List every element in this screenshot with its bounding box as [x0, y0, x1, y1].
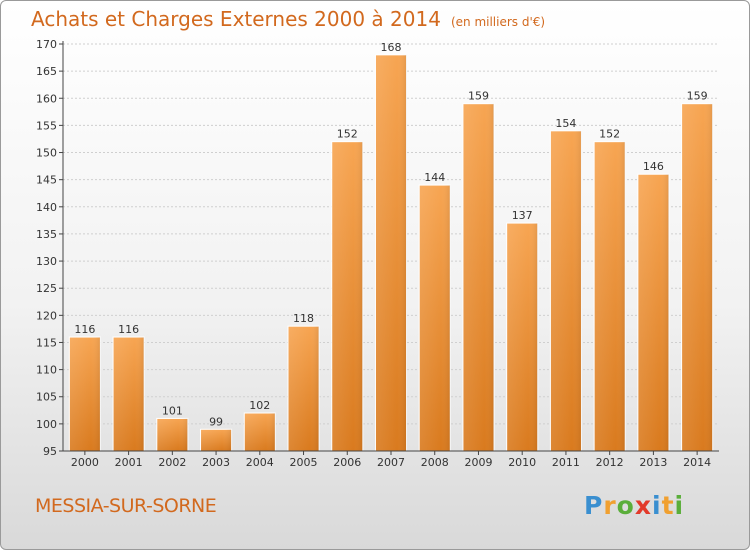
y-tick-label: 110 — [36, 364, 57, 377]
y-tick-label: 155 — [36, 119, 57, 132]
chart-unit: (en milliers d'€) — [450, 15, 546, 29]
bar-shade — [594, 141, 626, 451]
bar-value-label: 137 — [512, 209, 533, 222]
y-tick-label: 160 — [36, 92, 57, 105]
x-tick-label: 2005 — [290, 456, 318, 469]
y-tick-label: 170 — [36, 38, 57, 51]
y-axis: 95 100 105 110 115 120 125 130 135 140 145 150 155 16… — [36, 38, 64, 458]
bar-shade — [550, 130, 582, 451]
bar-shade — [375, 54, 407, 451]
logo-letter: i — [674, 491, 685, 520]
bar-value-label: 101 — [162, 404, 183, 417]
y-tick-label: 145 — [36, 174, 57, 187]
bar-shade — [113, 337, 145, 451]
y-tick-label: 105 — [36, 391, 57, 404]
x-tick-label: 2002 — [158, 456, 186, 469]
bar-value-label: 152 — [337, 128, 358, 141]
bar-value-label: 146 — [643, 160, 664, 173]
y-tick-label: 150 — [36, 147, 57, 160]
bar-shade — [156, 418, 188, 451]
y-tick-label: 115 — [36, 336, 57, 349]
x-tick-label: 2009 — [464, 456, 492, 469]
logo-letter: P — [584, 491, 604, 520]
bar-shade — [462, 103, 494, 452]
bar-value-label: 152 — [599, 128, 620, 141]
bar-value-label: 159 — [468, 90, 489, 103]
x-tick-label: 2001 — [115, 456, 143, 469]
y-tick-label: 100 — [36, 418, 57, 431]
y-tick-label: 130 — [36, 255, 57, 268]
bar-value-label: 159 — [687, 90, 708, 103]
x-tick-label: 2014 — [683, 456, 711, 469]
bar-shade — [506, 223, 538, 451]
logo-letter: i — [652, 491, 662, 520]
bar-shade — [681, 103, 713, 452]
x-tick-label: 2011 — [552, 456, 580, 469]
x-tick-label: 2008 — [421, 456, 449, 469]
bar-shade — [200, 429, 232, 451]
y-tick-label: 165 — [36, 65, 57, 78]
x-tick-label: 2004 — [246, 456, 274, 469]
logo-letter: t — [661, 491, 675, 520]
bar-value-label: 99 — [209, 415, 223, 428]
y-tick-label: 135 — [36, 228, 57, 241]
logo-letter: o — [616, 491, 635, 520]
x-tick-label: 2006 — [333, 456, 361, 469]
bar-shade — [331, 141, 363, 451]
city-name: MESSIA-SUR-SORNE — [35, 495, 217, 517]
bar-value-label: 116 — [74, 323, 95, 336]
x-tick-label: 2007 — [377, 456, 405, 469]
bar-value-label: 168 — [381, 41, 402, 54]
chart-title-text: Achats et Charges Externes 2000 à 2014 — [31, 7, 441, 31]
logo-letter: r — [603, 491, 617, 520]
bar-value-label: 118 — [293, 312, 314, 325]
bar-value-label: 144 — [424, 171, 445, 184]
x-tick-label: 2012 — [596, 456, 624, 469]
bar-shade — [69, 337, 101, 451]
x-tick-label: 2000 — [71, 456, 99, 469]
bar-shade — [244, 413, 276, 451]
bar-shade — [419, 185, 451, 452]
bar-value-label: 116 — [118, 323, 139, 336]
y-tick-label: 95 — [43, 445, 57, 458]
bar-value-label: 102 — [249, 399, 270, 412]
x-axis: 2000 2001 2002 2003 2004 2005 2006 2007 2008 2009… — [63, 450, 719, 469]
y-tick-label: 125 — [36, 282, 57, 295]
x-tick-label: 2013 — [639, 456, 667, 469]
chart-title: Achats et Charges Externes 2000 à 2014 (e… — [31, 7, 545, 31]
logo-letter: x — [634, 491, 652, 520]
bars: 116 116 101 99 102 118 152 168 144 159 137 154 152 14… — [68, 41, 714, 452]
x-tick-label: 2010 — [508, 456, 536, 469]
proxiti-logo: Proxiti — [584, 491, 684, 520]
bar-shade — [288, 326, 320, 451]
y-tick-label: 140 — [36, 201, 57, 214]
y-tick-label: 120 — [36, 309, 57, 322]
bar-shade — [637, 174, 669, 452]
x-tick-label: 2003 — [202, 456, 230, 469]
bar-value-label: 154 — [555, 117, 576, 130]
